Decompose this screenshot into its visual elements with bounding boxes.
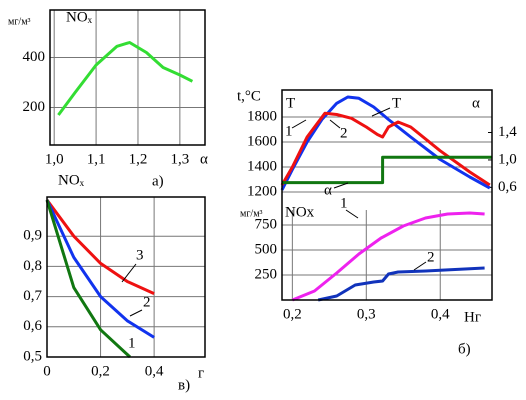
series-line [280,111,491,187]
x-label: Hг [464,309,481,325]
x-tick-label: 0 [43,363,51,379]
x-tick-label: 1,1 [87,151,106,167]
y2-label: α [472,95,480,111]
series-label: 1 [340,195,348,211]
series-line [45,199,155,295]
y-tick-label: 0,5 [23,348,42,364]
series-label: 2 [143,294,151,310]
series-line [57,41,194,116]
y-tick-label: 0,9 [23,228,42,244]
y-label: NOx [285,204,315,220]
y-tick-label: 750 [255,216,278,232]
y-tick-label: 1800 [247,108,277,124]
y-tick-label: 1200 [247,183,277,199]
y-tick-label: 200 [23,99,46,115]
y-label: T [286,95,295,111]
x-tick-label: 0,2 [91,363,110,379]
series-line [282,155,492,185]
caption: в) [178,377,190,393]
y-tick-label: 0,8 [23,258,42,274]
series-line [45,199,132,359]
leader [121,263,137,283]
x-tick-label: 0,3 [357,306,376,322]
series-label: α [324,182,332,198]
series-line [45,199,155,339]
series-line [317,266,485,302]
y-title: t,°C [237,88,261,104]
leader [129,309,143,317]
series-label: 2 [340,125,348,141]
frame-b [281,89,493,301]
y-tick-label: 250 [255,266,278,282]
x-tick-label: 0,2 [283,306,302,322]
leader [413,261,427,271]
x-tick-label: 1,3 [170,151,189,167]
caption: а) [152,173,164,189]
series-label: 3 [136,247,144,263]
series-line [291,211,485,302]
series-label: 2 [427,249,435,265]
y2-tick-label: 1,4 [498,124,517,140]
y-tick-label: 500 [255,241,278,257]
y2-tick-label: 0,6 [498,179,517,195]
series-label: 1 [128,335,136,351]
y-tick-label: 400 [23,49,46,65]
x-tick-label: 1,0 [45,151,64,167]
leader [333,182,349,189]
unit: мг/м³ [240,208,263,219]
annotation: T [392,95,401,111]
series-label: 1 [285,123,293,139]
unit: мг/м³ [8,16,31,27]
curves [45,41,492,359]
series-line [280,95,491,191]
x-tick-label: 1,2 [129,151,148,167]
leader [291,119,307,129]
y-tick-label: 0,7 [23,288,42,304]
y2-tick-label: 1,0 [498,151,517,167]
leader [329,119,341,129]
leader [345,209,359,219]
y-tick-label: 1600 [247,133,277,149]
x-label: г [198,365,204,381]
leader [371,107,391,117]
x-tick-label: 0,4 [431,306,450,322]
y-tick-label: 0,6 [23,318,42,334]
frame-a [49,9,206,146]
frame-v [46,196,206,358]
caption: б) [458,341,471,357]
x-tick-label: 0,4 [145,363,164,379]
x-label: α [200,151,208,167]
y-label: NOₓ [66,9,93,25]
y-label: NOₓ [58,172,85,188]
y-tick-label: 1400 [247,158,277,174]
